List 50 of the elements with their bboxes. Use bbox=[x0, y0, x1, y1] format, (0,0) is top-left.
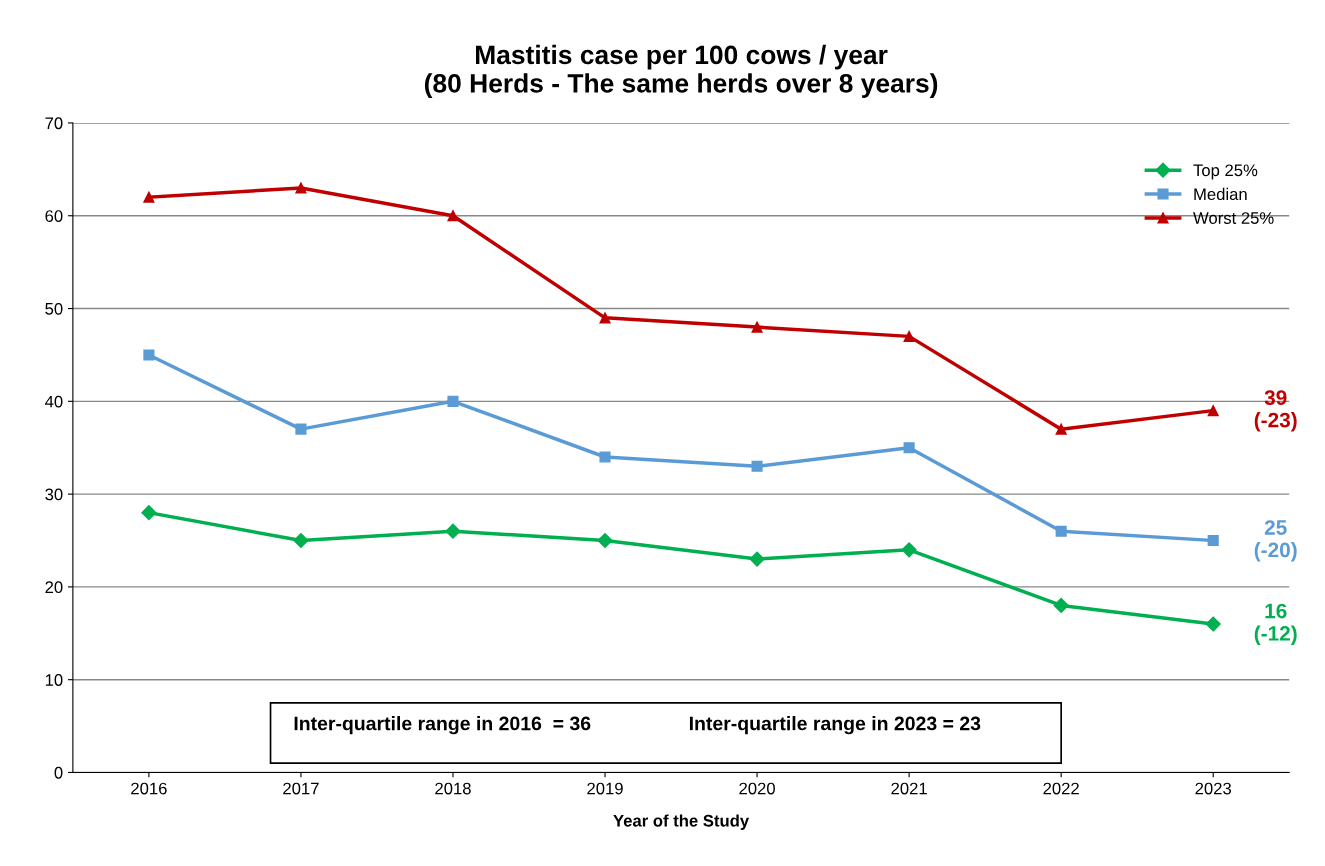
point bbox=[295, 423, 307, 435]
point bbox=[597, 532, 613, 549]
x-tick-label: 2016 bbox=[131, 782, 167, 795]
point bbox=[903, 442, 915, 454]
x-tick-label: 2020 bbox=[739, 782, 775, 795]
x-tick-label: 2021 bbox=[891, 782, 927, 795]
legend-label: Top 25% bbox=[1193, 164, 1258, 180]
annotation: Inter-quartile range in 2023 = 23 bbox=[689, 716, 981, 735]
point bbox=[599, 312, 611, 324]
y-tick-label: 60 bbox=[45, 210, 63, 222]
x-tick-label: 2023 bbox=[1195, 782, 1232, 795]
point bbox=[143, 191, 155, 203]
point bbox=[447, 210, 459, 222]
legend-label: Median bbox=[1194, 187, 1247, 201]
chart-title: Mastitis case per 100 cows / year (80 Herds - The same herds over 8 years) bbox=[424, 44, 938, 98]
point bbox=[1055, 423, 1067, 435]
annotation: Inter-quartile range in 2016 = 36 bbox=[294, 716, 591, 735]
point bbox=[295, 182, 307, 194]
point bbox=[901, 542, 917, 558]
y-tick-label: 20 bbox=[45, 581, 63, 594]
y-tick-label: 0 bbox=[54, 766, 63, 779]
y-tick-label: 40 bbox=[45, 395, 63, 408]
point bbox=[749, 551, 765, 567]
x-tick-label: 2017 bbox=[283, 782, 319, 795]
annotation: 16 (-12) bbox=[1254, 603, 1297, 645]
y-tick-label: 30 bbox=[45, 488, 63, 501]
point bbox=[1207, 405, 1219, 417]
point bbox=[1207, 534, 1219, 547]
point bbox=[141, 505, 157, 521]
annotation: 25 (-20) bbox=[1254, 520, 1297, 562]
y-tick-label: 10 bbox=[45, 674, 63, 686]
point bbox=[445, 523, 461, 539]
x-axis-title: Year of the Study bbox=[613, 814, 750, 830]
x-tick-label: 2018 bbox=[435, 782, 471, 795]
point bbox=[751, 321, 763, 333]
point bbox=[293, 532, 309, 549]
x-tick-label: 2019 bbox=[587, 782, 623, 795]
point bbox=[447, 395, 459, 407]
y-tick-label: 50 bbox=[45, 302, 63, 315]
annotation: 39 (-23) bbox=[1254, 390, 1297, 432]
point bbox=[751, 460, 763, 472]
point bbox=[143, 349, 155, 361]
y-tick-label: 70 bbox=[45, 117, 63, 130]
point bbox=[903, 330, 915, 342]
point bbox=[1055, 525, 1067, 537]
point bbox=[599, 451, 611, 463]
point bbox=[1205, 616, 1221, 632]
legend-label: Worst 25% bbox=[1193, 212, 1274, 224]
x-tick-label: 2022 bbox=[1043, 782, 1079, 795]
point bbox=[1053, 597, 1069, 614]
